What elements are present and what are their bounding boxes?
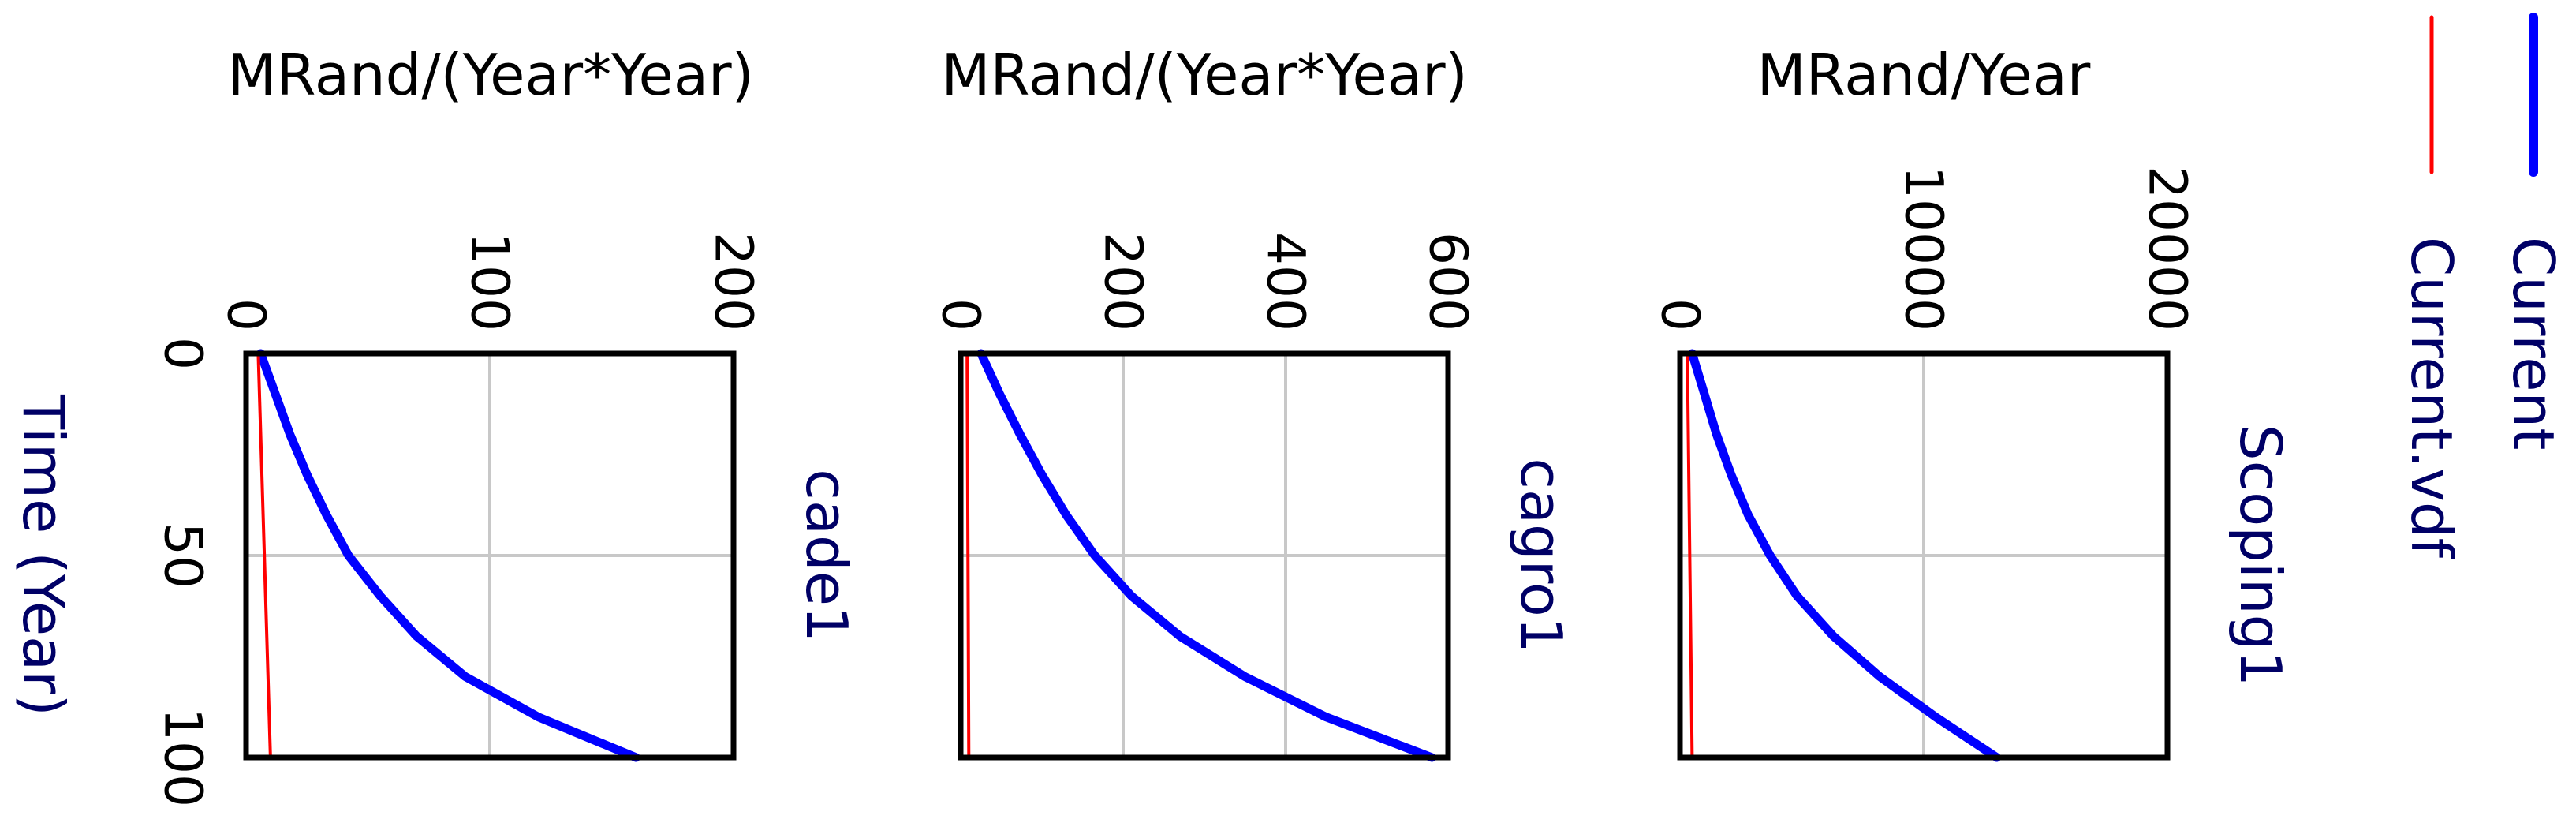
- legend-label: Current.vdf: [2399, 237, 2465, 559]
- variable-label: cade1: [793, 469, 860, 642]
- units-label: MRand/(Year*Year): [227, 42, 753, 108]
- series-line-current-vdf: [965, 352, 971, 759]
- legend-label: Current: [2500, 237, 2567, 450]
- value-tick-label: 100: [460, 232, 521, 331]
- series-line-current: [1687, 349, 2002, 762]
- time-axis-label: Time (Year): [10, 394, 77, 716]
- units-label: MRand/Year: [1757, 42, 2091, 108]
- time-tick-label: 50: [153, 522, 214, 589]
- value-tick-label: 20000: [2137, 166, 2198, 331]
- value-tick-label: 200: [704, 232, 764, 331]
- panel-cade1: MRand/(Year*Year) 0 100 200 0 50 100 Time (Year…: [10, 42, 860, 807]
- plot-frame: [1677, 350, 2171, 761]
- series-line-current-vdf: [256, 352, 272, 759]
- variable-label: cagro1: [1508, 458, 1574, 653]
- time-tick-label: 0: [153, 337, 214, 370]
- value-tick-label: 600: [1418, 232, 1479, 331]
- legend: Current Current.vdf: [2399, 13, 2567, 559]
- value-tick-label: 0: [216, 298, 277, 331]
- value-tick-label: 0: [931, 298, 991, 331]
- panel-cagro1: MRand/(Year*Year) 0 200 400 600 cagro1: [931, 42, 1574, 762]
- series-line-current: [976, 349, 1436, 762]
- series-line-current: [256, 349, 640, 762]
- panel-Scoping1: MRand/Year 0 10000 20000 Scoping1: [1650, 42, 2294, 762]
- variable-label: Scoping1: [2227, 425, 2294, 686]
- plot-frame: [243, 350, 737, 761]
- value-tick-label: 400: [1256, 232, 1316, 331]
- series-line-current-vdf: [1686, 352, 1694, 759]
- plot-frame: [958, 350, 1451, 761]
- time-tick-label: 100: [153, 708, 214, 807]
- units-label: MRand/(Year*Year): [941, 42, 1467, 108]
- value-tick-label: 10000: [1894, 166, 1954, 331]
- value-tick-label: 0: [1650, 298, 1711, 331]
- value-tick-label: 200: [1093, 232, 1154, 331]
